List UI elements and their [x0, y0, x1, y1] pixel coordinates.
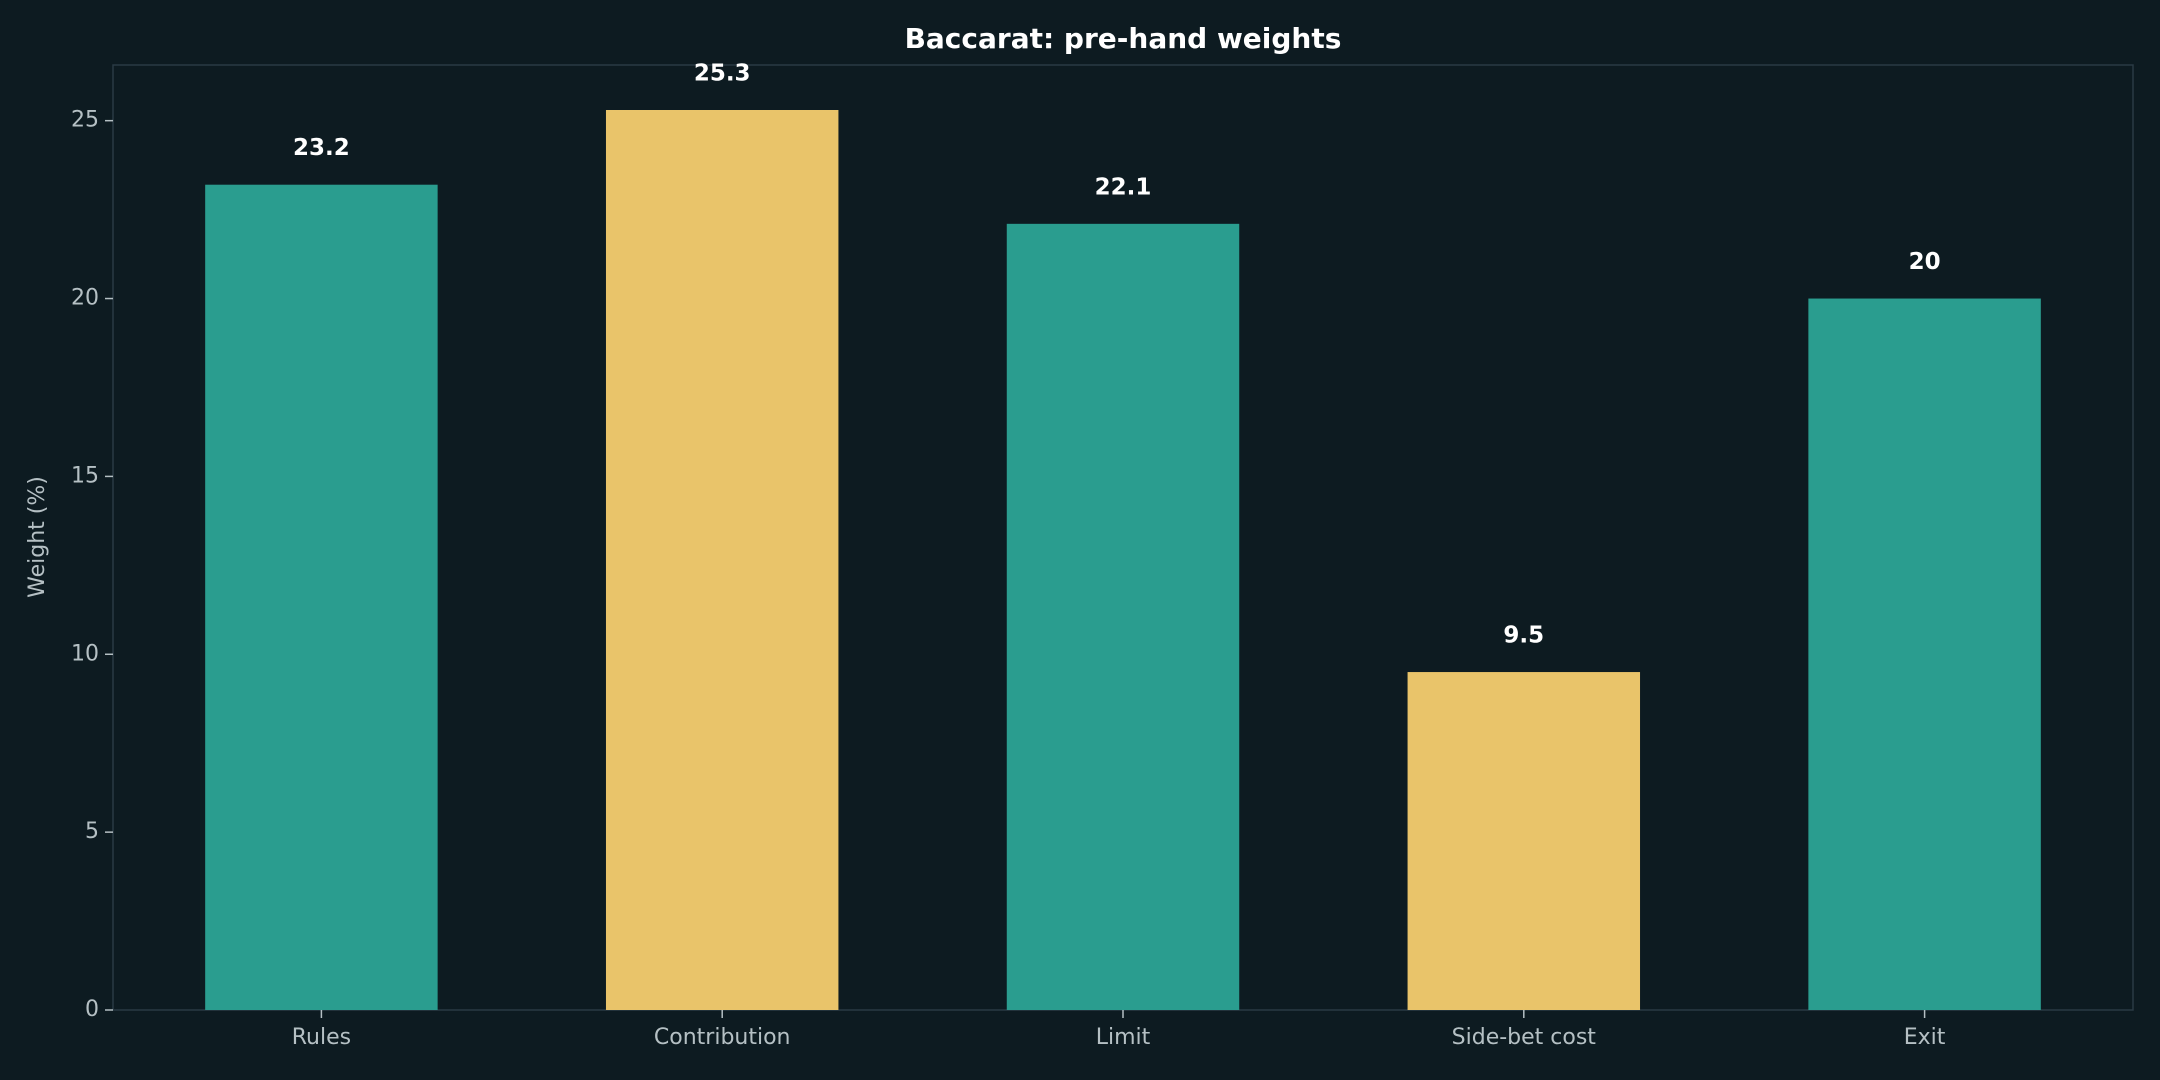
value-label: 20	[1909, 249, 1941, 275]
y-axis-label: Weight (%)	[25, 476, 50, 598]
x-tick-label: Rules	[292, 1025, 351, 1050]
value-label: 22.1	[1095, 174, 1152, 200]
y-tick-label: 0	[85, 997, 99, 1022]
value-label: 23.2	[293, 135, 350, 161]
x-tick-label: Side-bet cost	[1452, 1025, 1597, 1050]
chart-title: Baccarat: pre-hand weights	[905, 22, 1342, 55]
value-label: 9.5	[1503, 623, 1544, 649]
value-label: 25.3	[694, 61, 751, 87]
y-tick-label: 5	[85, 819, 99, 844]
bar	[205, 184, 438, 1010]
bar	[1407, 672, 1641, 1010]
x-tick-label: Exit	[1904, 1025, 1946, 1050]
bar	[1808, 298, 2041, 1010]
y-tick-label: 10	[71, 641, 99, 666]
y-tick-label: 25	[71, 108, 99, 133]
y-tick-label: 15	[71, 463, 99, 488]
y-tick-label: 20	[71, 286, 99, 311]
x-tick-label: Limit	[1096, 1025, 1151, 1050]
x-tick-label: Contribution	[654, 1025, 791, 1050]
bar	[1006, 223, 1240, 1010]
bar	[605, 110, 839, 1010]
